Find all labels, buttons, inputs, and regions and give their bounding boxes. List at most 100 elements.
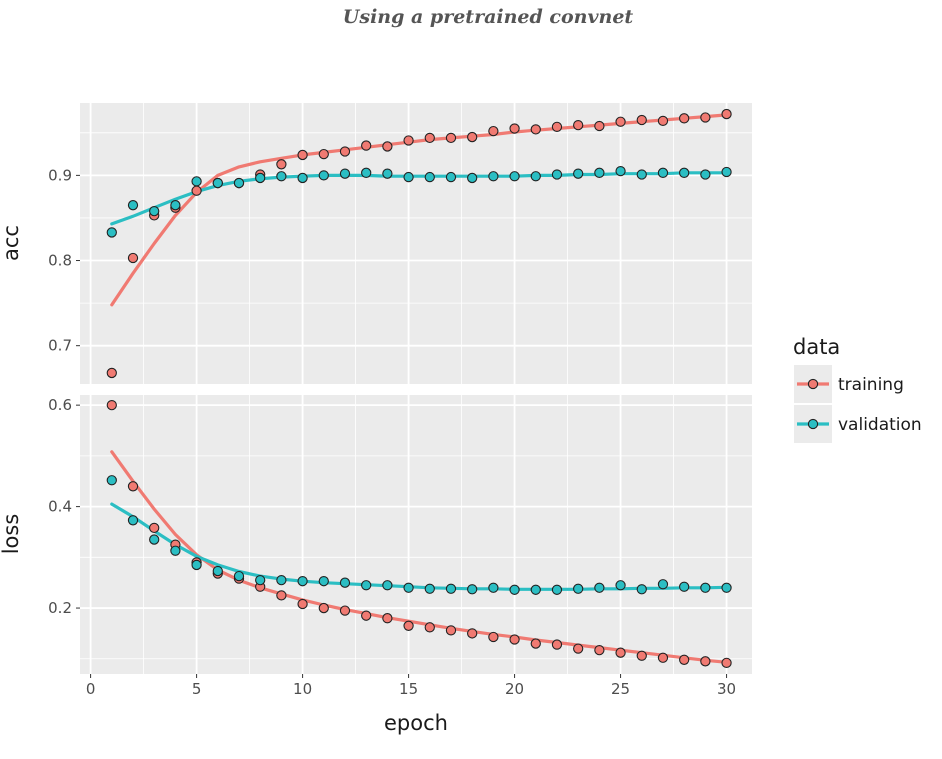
loss-validation-point	[212, 565, 223, 577]
loss-validation-point	[424, 583, 435, 594]
loss-training-point	[361, 610, 372, 621]
acc-training-point	[488, 125, 499, 137]
acc-validation-point	[339, 168, 351, 179]
loss-validation-point	[318, 576, 329, 587]
acc-validation-point	[297, 172, 308, 184]
acc-axis-title: acc	[0, 225, 23, 261]
acc-training-point	[106, 367, 117, 379]
acc-validation-point	[573, 168, 584, 179]
acc-validation-point	[530, 171, 541, 182]
legend-item-training: training	[794, 365, 904, 403]
acc-training-point	[424, 132, 435, 144]
acc-training-point	[700, 112, 711, 123]
loss-training-point	[657, 652, 669, 663]
acc-validation-point	[700, 169, 711, 180]
loss-panel-background	[80, 395, 752, 674]
x-axis: 0 5 10 15 20 25 30	[86, 674, 736, 698]
loss-training-point	[488, 631, 499, 643]
loss-panel: 0.2 0.4 0.6	[48, 395, 752, 674]
acc-validation-point	[149, 205, 160, 217]
loss-training-point	[636, 650, 647, 661]
acc-training-point	[127, 252, 139, 264]
loss-validation-point	[191, 559, 202, 571]
acc-validation-point	[318, 170, 329, 181]
loss-axis-title: loss	[0, 514, 23, 555]
acc-validation-point	[445, 171, 457, 183]
acc-validation-point	[403, 171, 414, 183]
loss-training-point	[318, 602, 329, 614]
acc-validation-point	[255, 172, 266, 184]
acc-training-point	[318, 148, 329, 160]
acc-validation-point	[594, 167, 605, 178]
acc-training-point	[509, 123, 520, 134]
x-tick-label: 30	[717, 680, 736, 698]
loss-tick-label-y: 0.2	[48, 599, 72, 617]
acc-tick-label-y: 0.9	[48, 166, 72, 184]
loss-validation-point	[276, 575, 287, 586]
loss-validation-point	[573, 583, 584, 594]
loss-training-point	[339, 605, 351, 616]
acc-panel-background	[80, 103, 752, 384]
acc-validation-point	[361, 167, 372, 178]
loss-validation-point	[700, 582, 711, 593]
legend-key-point	[807, 378, 819, 390]
acc-validation-point	[467, 172, 478, 184]
acc-validation-point	[106, 227, 117, 238]
x-tick-label: 20	[505, 680, 524, 698]
acc-tick-label-y: 0.7	[48, 337, 72, 355]
loss-training-point	[297, 598, 308, 610]
acc-training-point	[191, 185, 202, 196]
acc-validation-point	[233, 177, 245, 189]
acc-training-point	[445, 132, 457, 144]
acc-training-point	[339, 146, 351, 157]
loss-training-point	[127, 481, 139, 492]
loss-validation-point	[509, 584, 520, 595]
acc-training-point	[636, 114, 647, 126]
loss-validation-point	[403, 582, 414, 593]
acc-validation-point	[488, 171, 499, 182]
acc-panel: 0.7 0.8 0.9	[48, 103, 752, 384]
acc-validation-point	[424, 171, 435, 183]
acc-validation-point	[509, 171, 520, 182]
loss-tick-label-y: 0.6	[48, 396, 72, 414]
loss-training-point	[679, 654, 690, 665]
loss-validation-point	[530, 584, 541, 595]
loss-validation-point	[339, 577, 351, 588]
acc-tick-label-y: 0.8	[48, 252, 72, 270]
loss-training-point	[445, 625, 457, 636]
acc-training-point	[530, 124, 541, 135]
loss-validation-point	[127, 515, 139, 526]
acc-validation-point	[212, 177, 223, 189]
acc-validation-point	[191, 176, 202, 187]
acc-validation-point	[382, 168, 393, 179]
loss-validation-point	[467, 584, 478, 595]
loss-validation-point	[255, 575, 266, 586]
acc-training-point	[594, 120, 605, 132]
loss-training-point	[467, 628, 478, 639]
loss-training-point	[700, 656, 711, 667]
x-axis-title: epoch	[384, 711, 448, 735]
legend-key-point	[807, 418, 819, 430]
loss-training-point	[276, 590, 287, 601]
loss-validation-point	[657, 579, 669, 590]
loss-training-point	[509, 634, 520, 645]
acc-validation-point	[636, 169, 647, 180]
loss-training-point	[149, 522, 160, 534]
x-tick-label: 15	[399, 680, 418, 698]
loss-training-point	[721, 657, 732, 668]
acc-validation-point	[615, 165, 626, 177]
acc-validation-point	[276, 171, 287, 182]
acc-validation-point	[657, 167, 669, 178]
loss-validation-point	[149, 534, 160, 545]
acc-training-point	[679, 113, 690, 124]
loss-validation-point	[106, 475, 117, 486]
loss-validation-point	[233, 570, 245, 582]
legend-label: validation	[838, 415, 922, 435]
loss-training-point	[530, 638, 541, 649]
acc-training-point	[297, 149, 308, 161]
loss-training-point	[551, 639, 563, 650]
legend-title: data	[793, 335, 840, 359]
acc-training-point	[467, 131, 478, 143]
loss-training-point	[403, 620, 414, 631]
